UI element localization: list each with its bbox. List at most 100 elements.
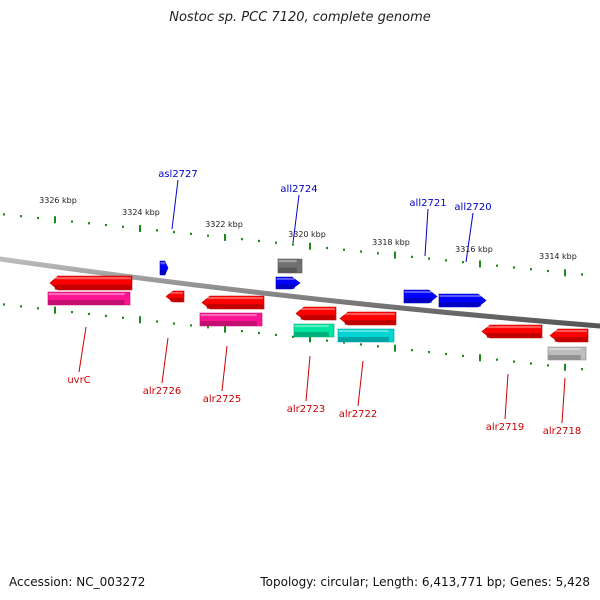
gene-alr2718-product[interactable] xyxy=(547,346,587,361)
scale-bottom-tick xyxy=(207,326,209,329)
scale-bottom-tick xyxy=(479,354,481,362)
gene-label-asl2727[interactable]: asl2727 xyxy=(158,169,198,180)
scale-bottom-tick xyxy=(37,307,39,310)
scale-label: 3322 kbp xyxy=(205,220,243,229)
genome-title: Nostoc sp. PCC 7120, complete genome xyxy=(169,10,431,25)
gene-uvrC[interactable] xyxy=(49,275,133,291)
gene-label-all2720[interactable]: all2720 xyxy=(454,202,491,213)
gene-all2720[interactable] xyxy=(438,293,487,308)
scale-top-tick xyxy=(479,260,481,268)
scale-top-tick xyxy=(547,269,549,273)
scale-top-tick xyxy=(360,250,362,253)
leader-line xyxy=(292,194,300,244)
scale-top-tick xyxy=(343,248,345,251)
scale-bottom-tick xyxy=(309,335,311,343)
scale-bottom-tick xyxy=(88,312,90,316)
scale-top-tick xyxy=(411,255,413,258)
leader-line xyxy=(305,355,311,402)
scale-bottom-tick xyxy=(462,354,464,357)
scale-top-tick xyxy=(292,243,294,246)
scale-bottom-tick xyxy=(377,345,379,348)
scale-bottom-tick xyxy=(54,306,56,314)
scale-bottom-tick xyxy=(190,324,192,327)
scale-label: 3326 kbp xyxy=(39,196,77,205)
scale-top-tick xyxy=(258,239,260,243)
gene-alr2722-product[interactable] xyxy=(337,328,395,343)
gene-label-uvrC[interactable]: uvrC xyxy=(67,375,90,386)
scale-top-tick xyxy=(224,233,226,241)
gene-label-alr2726[interactable]: alr2726 xyxy=(143,386,181,397)
scale-top-tick xyxy=(496,264,498,267)
gene-alr2725[interactable] xyxy=(201,295,265,310)
scale-bottom-tick xyxy=(428,350,430,354)
scale-top-tick xyxy=(190,232,192,235)
scale-bottom-tick xyxy=(241,330,243,333)
scale-bottom-tick xyxy=(258,331,260,335)
scale-top-tick xyxy=(122,225,124,228)
gene-label-all2721[interactable]: all2721 xyxy=(409,198,446,209)
gene-label-alr2718[interactable]: alr2718 xyxy=(543,426,581,437)
gene-all2724[interactable] xyxy=(275,276,301,290)
leader-line xyxy=(357,360,364,407)
scale-bottom-tick xyxy=(547,364,549,367)
gene-all2721[interactable] xyxy=(403,289,438,304)
scale-top-tick xyxy=(326,246,328,250)
leader-line xyxy=(465,212,474,263)
gene-all2724-product[interactable] xyxy=(277,258,303,274)
gene-uvrC-product[interactable] xyxy=(47,291,131,306)
scale-top-tick xyxy=(156,229,158,232)
gene-alr2722[interactable] xyxy=(339,311,397,326)
gene-label-alr2725[interactable]: alr2725 xyxy=(203,394,241,405)
scale-bottom-tick xyxy=(496,358,498,361)
gene-alr2723[interactable] xyxy=(295,306,337,321)
scale-top-tick xyxy=(564,269,566,277)
scale-top-tick xyxy=(530,268,532,271)
scale-label: 3318 kbp xyxy=(372,238,410,247)
scale-bottom-tick xyxy=(411,349,413,352)
scale-label: 3320 kbp xyxy=(288,230,326,239)
scale-top-tick xyxy=(445,259,447,262)
scale-bottom-tick xyxy=(173,322,175,325)
gene-alr2726[interactable] xyxy=(165,290,185,303)
scale-top-tick xyxy=(513,266,515,269)
gene-alr2725-product[interactable] xyxy=(199,312,263,327)
scale-bottom-tick xyxy=(513,360,515,363)
leader-line xyxy=(504,373,509,420)
scale-top-tick xyxy=(105,223,107,227)
gene-alr2718[interactable] xyxy=(549,328,589,343)
gene-alr2723-product[interactable] xyxy=(293,323,335,338)
scale-bottom-tick xyxy=(105,314,107,317)
scale-bottom-tick xyxy=(394,344,396,352)
gene-asl2727[interactable] xyxy=(159,260,169,276)
leader-line xyxy=(221,345,228,392)
scale-labels: 3326 kbp 3324 kbp 3322 kbp 3320 kbp 3318 kbp… xyxy=(39,196,577,261)
leader-line xyxy=(561,377,566,424)
accession-text: Accession: NC_003272 xyxy=(9,575,146,589)
genome-summary-text: Topology: circular; Length: 6,413,771 bp… xyxy=(260,575,590,589)
genome-backbone xyxy=(0,256,600,329)
gene-label-alr2719[interactable]: alr2719 xyxy=(486,422,524,433)
scale-top-tick xyxy=(462,261,464,264)
scale-bottom-tick xyxy=(122,316,124,319)
scale-top-tick xyxy=(428,257,430,260)
scale-bottom-tick xyxy=(581,368,583,371)
label-leader-lines xyxy=(78,179,566,424)
gene-label-alr2722[interactable]: alr2722 xyxy=(339,409,377,420)
scale-bottom-tick xyxy=(156,320,158,323)
scale-label: 3324 kbp xyxy=(122,208,160,217)
gene-alr2719[interactable] xyxy=(481,324,543,339)
leader-line xyxy=(78,326,87,373)
scale-top-tick xyxy=(71,220,73,223)
gene-label-all2724[interactable]: all2724 xyxy=(280,184,317,195)
scale-bottom-tick xyxy=(275,333,277,337)
scale-top-tick xyxy=(309,242,311,250)
scale-bottom-tick xyxy=(3,303,5,306)
scale-bottom-tick xyxy=(343,341,345,344)
scale-bottom-tick xyxy=(445,352,447,356)
scale-top-tick xyxy=(581,273,583,276)
gene-label-alr2723[interactable]: alr2723 xyxy=(287,404,325,415)
scale-bottom-tick xyxy=(530,362,532,365)
leader-line xyxy=(424,208,429,257)
scale-ticks-top xyxy=(3,213,583,277)
